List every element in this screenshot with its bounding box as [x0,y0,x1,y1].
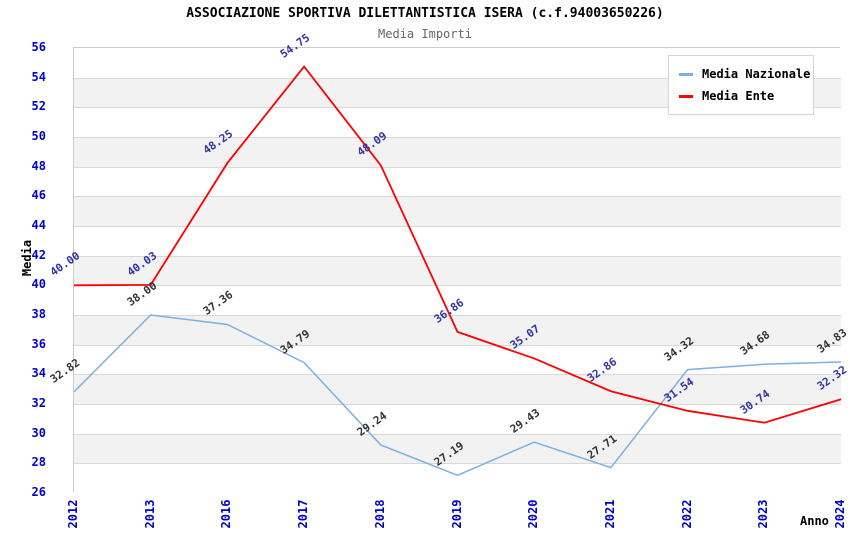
x-tick-label: 2019 [449,499,464,529]
plot-band [74,344,841,375]
x-axis-title: Anno [800,514,829,528]
plot-area [73,47,841,493]
legend: Media Nazionale Media Ente [668,55,814,115]
gridline [74,255,841,257]
legend-line-swatch-icon [679,72,693,76]
plot-band [74,463,841,493]
plot-band [74,226,841,256]
y-tick-label: 40 [31,277,46,292]
gridline [74,315,841,316]
gridline [74,404,841,405]
y-tick-label: 46 [31,188,46,203]
plot-band [74,196,841,226]
gridline [74,374,841,376]
y-tick-label: 50 [31,129,46,143]
legend-item-media-ente[interactable]: Media Ente [679,85,803,107]
y-tick-label: 36 [31,336,46,351]
chart-subtitle: Media Importi [378,27,472,41]
x-tick-label: 2013 [142,499,157,529]
series-line-media-nazionale [74,314,841,477]
plot-band [74,166,841,197]
y-tick-label: 42 [31,247,46,262]
gridline [74,137,841,138]
x-tick-label: 2024 [833,499,847,529]
gridline [74,344,841,346]
series-line-media-ente [74,65,841,424]
x-tick-label: 2016 [219,499,234,529]
y-tick-label: 48 [31,158,46,173]
gridline [74,463,841,465]
x-tick-label: 2023 [756,499,771,529]
x-tick-label: 2022 [679,499,694,529]
gridline [74,433,841,435]
x-tick-label: 2021 [602,499,617,529]
plot-band [74,285,841,315]
series-lines [74,65,841,477]
gridline [74,285,841,287]
y-tick-label: 38 [31,307,46,321]
y-tick-label: 28 [31,455,46,470]
legend-item-media-nazionale[interactable]: Media Nazionale [679,63,810,85]
plot-band [74,137,841,167]
legend-label: Media Ente [702,89,775,103]
y-tick-label: 26 [31,485,46,499]
y-tick-label: 56 [31,40,46,54]
y-tick-label: 44 [31,218,46,232]
y-tick-label: 52 [31,99,46,114]
gridline [74,107,841,109]
y-tick-label: 32 [31,396,46,410]
gridline [74,196,841,198]
plot-band [74,255,841,286]
y-tick-label: 54 [31,69,46,84]
legend-label: Media Nazionale [702,67,811,81]
gridline [74,166,841,168]
x-tick-label: 2018 [372,499,387,529]
x-tick-label: 2012 [66,499,80,529]
x-tick-label: 2017 [296,499,311,529]
y-tick-label: 30 [31,425,46,440]
legend-line-swatch-icon [679,94,693,98]
y-tick-label: 34 [31,366,46,381]
plot-band [74,404,841,434]
plot-band [74,374,841,404]
gridline [74,226,841,227]
plot-band [74,433,841,464]
gridline [74,77,841,79]
chart-title: ASSOCIAZIONE SPORTIVA DILETTANTISTICA IS… [186,6,664,21]
x-tick-label: 2020 [526,499,541,529]
